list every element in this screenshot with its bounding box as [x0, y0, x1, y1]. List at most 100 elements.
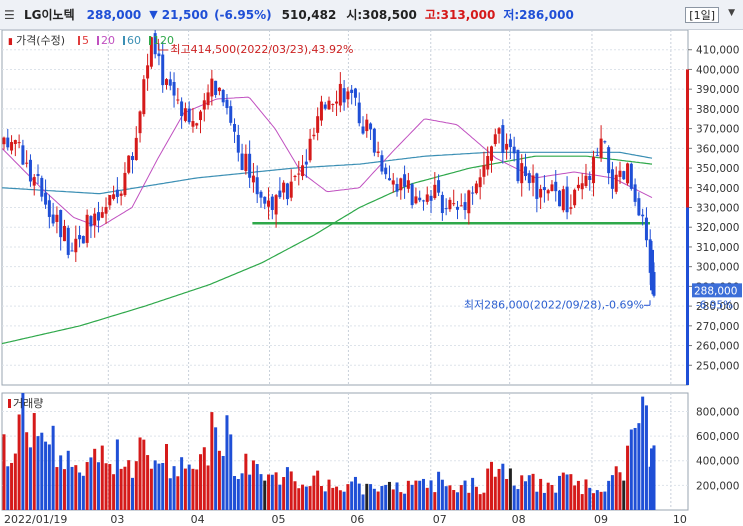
- volume-bar: [55, 467, 59, 510]
- volume-bar: [130, 477, 134, 510]
- chevron-down-icon[interactable]: ▼: [728, 8, 735, 18]
- volume-bar: [592, 493, 596, 510]
- price-tick-label: 370,000: [696, 124, 739, 136]
- candle-body: [108, 195, 112, 206]
- candle-body: [346, 91, 350, 100]
- candle-body: [576, 184, 580, 189]
- volume-bar: [149, 468, 153, 510]
- legend-ma-swatch: [78, 36, 80, 45]
- candle-body: [429, 195, 433, 201]
- volume-bar: [62, 469, 66, 510]
- candle-body: [47, 200, 51, 217]
- volume-bar: [633, 427, 637, 510]
- candle-body: [437, 180, 441, 193]
- trading-volume: 510,482: [281, 7, 337, 22]
- period-selector[interactable]: [1일]: [685, 7, 719, 23]
- volume-bar: [157, 463, 161, 510]
- volume-bar: [467, 492, 471, 510]
- price-tick-label: 400,000: [696, 64, 739, 76]
- volume-bar: [244, 453, 248, 510]
- candle-body: [558, 190, 562, 207]
- volume-bar: [259, 474, 263, 510]
- candle-body: [104, 207, 108, 214]
- candle-body: [425, 194, 429, 202]
- candle-body: [267, 200, 271, 207]
- volume-bar: [399, 492, 403, 510]
- open-price: 308,500: [362, 7, 417, 22]
- volume-bar: [626, 445, 630, 510]
- low-label: 저:: [503, 8, 520, 22]
- candle-body: [157, 53, 161, 57]
- candle-body: [146, 65, 150, 79]
- candle-body: [259, 191, 263, 198]
- candle-body: [21, 145, 25, 165]
- candle-body: [127, 155, 131, 173]
- candle-body: [199, 111, 203, 121]
- candle-body: [421, 200, 425, 202]
- candle-body: [89, 216, 93, 227]
- volume-bar: [433, 492, 437, 510]
- volume-bar: [576, 480, 580, 510]
- volume-bar: [161, 462, 165, 510]
- candle-body: [384, 167, 388, 175]
- candle-body: [361, 126, 365, 134]
- volume-bar: [199, 454, 203, 510]
- candle-body: [274, 195, 278, 215]
- candle-body: [471, 192, 475, 194]
- volume-tick-label: 400,000: [696, 456, 739, 468]
- volume-bar: [176, 476, 180, 510]
- price-range-bar-down: [686, 207, 689, 385]
- volume-bar: [584, 479, 588, 510]
- volume-bar: [289, 471, 293, 510]
- candle-body: [308, 138, 312, 161]
- candle-body: [629, 163, 633, 189]
- candle-body: [365, 119, 369, 132]
- volume-bar: [448, 485, 452, 510]
- stock-name[interactable]: LG이노텍: [24, 8, 75, 22]
- hamburger-icon[interactable]: ☰: [4, 7, 15, 22]
- volume-bar: [527, 475, 531, 510]
- candle-body: [251, 175, 255, 183]
- volume-bar: [32, 413, 36, 510]
- candle-body: [569, 207, 573, 209]
- volume-bar: [418, 480, 422, 510]
- volume-bar: [531, 473, 535, 510]
- volume-bar: [353, 476, 357, 510]
- candle-body: [123, 172, 127, 196]
- candle-body: [93, 213, 97, 226]
- ma20-line: [1, 96, 653, 228]
- candle-body: [372, 128, 376, 153]
- candle-body: [195, 123, 199, 126]
- candle-body: [282, 182, 286, 193]
- volume-bar: [599, 491, 603, 510]
- volume-bar: [123, 466, 127, 510]
- volume-bar: [516, 489, 520, 510]
- x-axis-label: 03: [110, 513, 124, 526]
- volume-bar: [603, 491, 607, 510]
- candle-body: [508, 139, 512, 147]
- legend-ma-label: 5: [82, 34, 89, 47]
- volume-bar: [81, 475, 85, 510]
- candle-body: [512, 146, 516, 154]
- stock-chart[interactable]: 250,000260,000270,000280,000290,000300,0…: [0, 30, 743, 526]
- volume-bar: [267, 474, 271, 510]
- volume-bar: [233, 476, 237, 510]
- high-price: 313,000: [440, 7, 496, 22]
- candle-body: [622, 171, 626, 180]
- volume-bar: [629, 429, 633, 510]
- candle-body: [316, 116, 320, 133]
- price-tick-label: 360,000: [696, 143, 739, 155]
- candle-body: [650, 249, 654, 291]
- candle-body: [357, 102, 361, 124]
- candle-body: [459, 205, 463, 207]
- candle-body: [119, 193, 123, 196]
- volume-bar: [650, 448, 654, 510]
- candle-body: [637, 198, 641, 216]
- x-axis-label: 07: [433, 513, 447, 526]
- price-tick-label: 350,000: [696, 163, 739, 175]
- volume-bar: [210, 412, 214, 510]
- candle-body: [433, 184, 437, 199]
- price-tick-label: 310,000: [696, 242, 739, 254]
- volume-bar: [172, 466, 176, 510]
- volume-bar: [452, 490, 456, 510]
